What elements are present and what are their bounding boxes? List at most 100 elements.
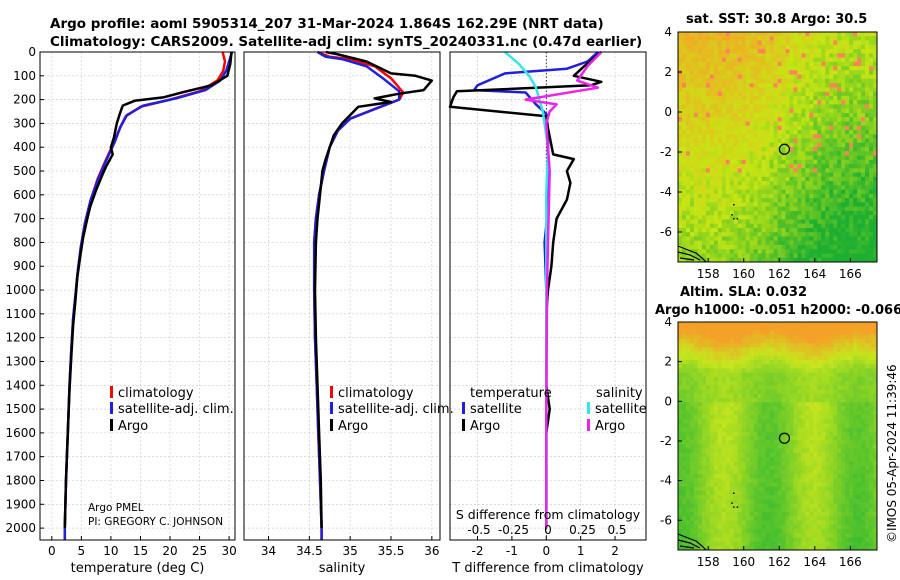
map-cell xyxy=(801,193,806,199)
map-cell xyxy=(797,185,802,190)
x-tick-label: 34.5 xyxy=(296,544,323,558)
map-cell xyxy=(713,121,719,127)
map-cell xyxy=(757,334,762,340)
map-cell xyxy=(685,244,691,250)
map-cell xyxy=(689,172,695,178)
map-cell xyxy=(717,40,723,46)
map-cell xyxy=(769,249,774,254)
map-cell xyxy=(841,40,846,46)
map-cell xyxy=(825,402,830,407)
map-cell xyxy=(777,117,782,122)
map-cell xyxy=(829,168,834,173)
map-cell xyxy=(757,215,762,220)
map-cell xyxy=(773,448,778,454)
map-cell xyxy=(813,520,818,526)
map-cell xyxy=(801,533,806,538)
map-cell xyxy=(801,360,806,365)
map-cell xyxy=(797,503,802,509)
map-cell xyxy=(781,168,786,173)
map-cell xyxy=(813,533,818,538)
map-cell xyxy=(693,44,699,50)
map-cell xyxy=(693,249,699,254)
map-cell xyxy=(857,227,862,233)
map-cell xyxy=(809,512,814,517)
map-cell xyxy=(697,469,703,475)
map-cell xyxy=(805,423,810,428)
map-cell xyxy=(693,223,699,229)
map-cell xyxy=(685,398,691,403)
map-cell xyxy=(817,210,822,216)
map-cell xyxy=(733,322,739,327)
map-cell xyxy=(781,202,786,208)
map-cell xyxy=(761,129,766,135)
map-cell xyxy=(813,44,818,50)
map-cell xyxy=(805,95,810,101)
map-cell xyxy=(813,138,818,144)
map-cell xyxy=(805,524,810,530)
map-cell xyxy=(853,66,858,71)
map-cell xyxy=(681,147,687,152)
map-cell xyxy=(813,36,818,41)
map-cell xyxy=(733,240,739,246)
map-cell xyxy=(705,53,711,58)
map-cell xyxy=(745,368,751,374)
map-cell xyxy=(789,427,794,433)
map-cell xyxy=(845,193,850,199)
map-cell xyxy=(809,202,814,208)
map-cell xyxy=(793,193,798,199)
map-cell xyxy=(737,74,743,80)
map-cell xyxy=(809,198,814,203)
map-cell xyxy=(737,503,743,509)
map-cell xyxy=(821,524,826,530)
map-cell xyxy=(865,53,870,58)
map-cell xyxy=(681,53,687,58)
legend-label-temp-argo: Argo xyxy=(470,419,500,434)
map-cell xyxy=(801,343,806,348)
map-cell xyxy=(813,512,818,517)
map-cell xyxy=(733,138,739,144)
map-cell xyxy=(797,129,802,135)
map-cell xyxy=(757,227,762,233)
map-cell xyxy=(678,410,683,416)
map-cell xyxy=(685,465,691,471)
map-cell xyxy=(709,524,715,530)
map-cell xyxy=(681,469,687,475)
map-cell xyxy=(729,444,735,450)
map-cell xyxy=(705,389,711,395)
map-cell xyxy=(761,159,766,165)
map-cell xyxy=(705,44,711,50)
map-cell xyxy=(865,168,870,173)
map-cell xyxy=(685,117,691,122)
map-cell xyxy=(769,528,774,534)
map-cell xyxy=(685,78,691,84)
map-cell xyxy=(821,347,826,352)
map-cell xyxy=(733,70,739,75)
map-cell xyxy=(689,448,695,454)
map-cell xyxy=(789,444,794,450)
map-cell xyxy=(765,457,770,462)
map-cell xyxy=(769,78,774,84)
map-cell xyxy=(817,61,822,67)
map-cell xyxy=(681,253,687,259)
map-cell xyxy=(705,516,711,521)
map-cell xyxy=(805,125,810,131)
map-cell xyxy=(693,474,699,479)
map-cell xyxy=(709,360,715,365)
map-cell xyxy=(793,347,798,352)
map-cell xyxy=(841,138,846,144)
map-cell xyxy=(717,176,723,182)
map-cell xyxy=(757,185,762,190)
map-cell xyxy=(685,164,691,169)
map-cell xyxy=(753,210,758,216)
map-cell xyxy=(837,142,842,148)
map-cell xyxy=(801,376,806,382)
map-cell xyxy=(793,503,798,509)
map-cell xyxy=(733,478,739,483)
map-cell xyxy=(693,520,699,526)
map-cell xyxy=(861,147,866,152)
map-cell xyxy=(817,104,822,110)
map-cell xyxy=(781,129,786,135)
map-cell xyxy=(781,223,786,229)
map-cell xyxy=(701,61,707,67)
map-cell xyxy=(809,414,814,420)
